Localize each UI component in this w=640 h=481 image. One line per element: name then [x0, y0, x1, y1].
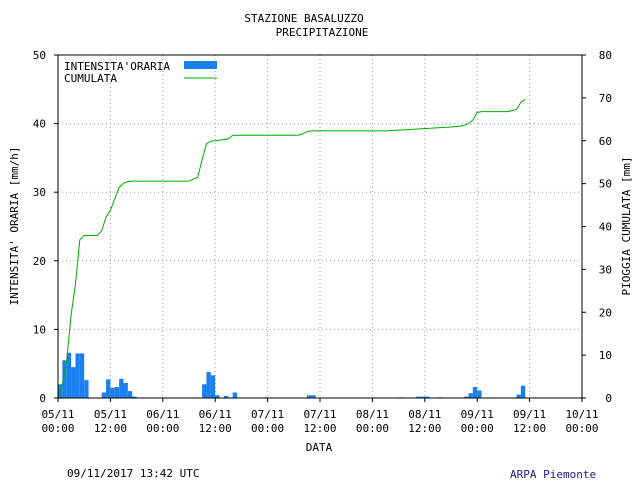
x-tick-time-label: 00:00 [41, 422, 74, 435]
left-tick-label: 30 [33, 186, 46, 199]
intensity-bar [101, 392, 107, 398]
x-axis-label: DATA [306, 441, 333, 454]
right-tick-label: 40 [599, 221, 612, 234]
x-tick-date-label: 09/11 [513, 408, 546, 421]
x-tick-date-label: 08/11 [356, 408, 389, 421]
intensity-bar [110, 387, 115, 398]
right-tick-label: 50 [599, 178, 612, 191]
bars-group [58, 352, 526, 398]
legend: INTENSITA'ORARIA CUMULATA [64, 60, 217, 85]
x-tick-date-label: 06/11 [199, 408, 232, 421]
left-tick-label: 40 [33, 118, 46, 131]
intensity-bar [420, 396, 425, 398]
intensity-bar [464, 396, 469, 398]
x-tick-time-label: 00:00 [356, 422, 389, 435]
x-tick-time-label: 12:00 [408, 422, 441, 435]
intensity-bar [84, 380, 89, 398]
x-tick-date-label: 05/11 [41, 408, 74, 421]
intensity-bar [311, 395, 316, 398]
x-tick-date-label: 08/11 [408, 408, 441, 421]
intensity-bar [114, 387, 120, 398]
right-tick-label: 10 [599, 349, 612, 362]
intensity-bar [468, 393, 473, 398]
left-tick-label: 20 [33, 255, 46, 268]
intensity-bar [232, 392, 238, 398]
right-tick-label: 0 [605, 392, 612, 405]
plot-frame [57, 54, 583, 399]
intensity-bar [516, 394, 521, 398]
left-tick-label: 50 [33, 49, 46, 62]
left-axis-ticks: 0 10 20 30 40 50 [33, 49, 58, 405]
x-axis-ticks: 05/1100:0005/1112:0006/1100:0006/1112:00… [41, 398, 599, 435]
x-tick-time-label: 12:00 [513, 422, 546, 435]
intensity-bar [79, 353, 85, 398]
right-tick-label: 80 [599, 49, 612, 62]
x-tick-time-label: 12:00 [199, 422, 232, 435]
left-tick-label: 10 [33, 323, 46, 336]
x-tick-time-label: 00:00 [251, 422, 284, 435]
intensity-bar [416, 396, 421, 398]
x-tick-time-label: 12:00 [303, 422, 336, 435]
footer-timestamp: 09/11/2017 13:42 UTC [67, 467, 200, 480]
x-tick-date-label: 09/11 [461, 408, 494, 421]
y-axis-right-label: PIOGGIA CUMULATA [mm] [620, 156, 633, 295]
intensity-bar [424, 396, 430, 398]
intensity-bar [206, 371, 211, 398]
left-tick-label: 0 [39, 392, 46, 405]
right-tick-label: 60 [599, 135, 612, 148]
x-tick-time-label: 00:00 [565, 422, 598, 435]
variable-title: PRECIPITAZIONE [276, 26, 369, 39]
right-tick-label: 30 [599, 263, 612, 276]
intensity-bar [62, 360, 67, 398]
intensity-bar [71, 367, 76, 398]
intensity-bar [210, 375, 216, 398]
x-tick-date-label: 06/11 [146, 408, 179, 421]
intensity-bar [123, 382, 128, 398]
intensity-bar [106, 379, 111, 398]
x-tick-time-label: 12:00 [94, 422, 127, 435]
y-axis-left-label: INTENSITA' ORARIA [mm/h] [8, 147, 21, 306]
x-tick-time-label: 00:00 [461, 422, 494, 435]
x-tick-date-label: 05/11 [94, 408, 127, 421]
right-tick-label: 70 [599, 92, 612, 105]
grid [58, 55, 582, 398]
intensity-bar [477, 390, 482, 398]
intensity-bar [520, 385, 526, 398]
intensity-bar [306, 395, 312, 398]
x-tick-time-label: 00:00 [146, 422, 179, 435]
intensity-bar [223, 395, 229, 398]
intensity-bar [215, 395, 220, 398]
x-tick-date-label: 07/11 [303, 408, 336, 421]
cumulative-line [57, 99, 526, 399]
intensity-bar [132, 396, 137, 398]
station-title: STAZIONE BASALUZZO [244, 12, 363, 25]
legend-swatch-intensity [184, 61, 217, 69]
x-tick-date-label: 07/11 [251, 408, 284, 421]
x-tick-date-label: 10/11 [565, 408, 598, 421]
intensity-bar [119, 378, 124, 398]
footer-source: ARPA Piemonte [510, 468, 597, 481]
right-axis-ticks: 0 10 20 30 40 50 60 70 80 [582, 49, 612, 405]
intensity-bar [66, 352, 72, 398]
intensity-bar [127, 391, 133, 398]
legend-label-cumulative: CUMULATA [64, 72, 117, 85]
intensity-bar [75, 353, 80, 398]
intensity-bar [202, 384, 207, 398]
intensity-bar [472, 387, 478, 398]
legend-label-intensity: INTENSITA'ORARIA [64, 60, 170, 73]
right-tick-label: 20 [599, 306, 612, 319]
